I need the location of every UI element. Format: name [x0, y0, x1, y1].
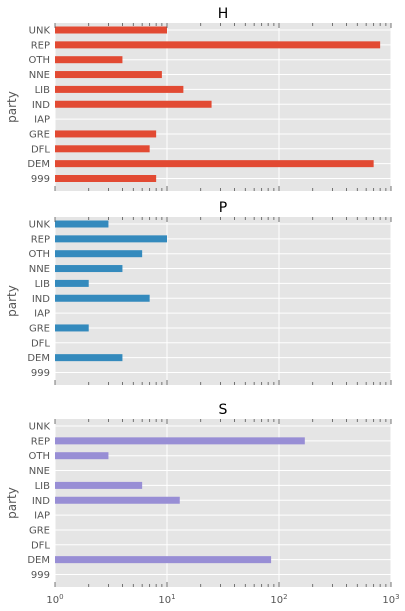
category-label: LIB	[35, 481, 51, 492]
category-label: DFL	[31, 144, 50, 155]
category-label: OTH	[29, 55, 51, 66]
category-label: DEM	[27, 159, 50, 170]
category-label: GRE	[29, 525, 50, 536]
bar-gre	[55, 324, 89, 332]
bar-dem	[55, 354, 123, 362]
bar-gre	[55, 130, 157, 138]
category-label: OTH	[29, 451, 51, 462]
panel-title: H	[218, 6, 229, 22]
category-label: NNE	[29, 70, 50, 81]
category-label: GRE	[29, 129, 50, 140]
bar-ind	[55, 294, 150, 302]
y-axis-title: party	[5, 285, 19, 317]
bar-lib	[55, 481, 143, 489]
category-label: DEM	[27, 555, 50, 566]
category-label: DEM	[27, 353, 50, 364]
category-label: IAP	[34, 511, 50, 522]
bar-oth	[55, 452, 109, 460]
category-label: NNE	[29, 264, 50, 275]
bar-dem	[55, 556, 272, 564]
category-label: DFL	[31, 338, 50, 349]
y-axis-title: party	[5, 91, 19, 123]
category-label: UNK	[29, 220, 51, 231]
category-label: IND	[32, 294, 50, 305]
category-label: IAP	[34, 309, 50, 320]
category-label: REP	[31, 40, 50, 51]
x-tick-label: 103	[382, 593, 399, 606]
category-label: UNK	[29, 26, 51, 37]
bar-lib	[55, 85, 184, 93]
bar-999	[55, 175, 157, 182]
category-label: UNK	[29, 422, 51, 433]
bar-dem	[55, 160, 374, 168]
category-label: LIB	[35, 279, 51, 290]
bar-unk	[55, 220, 109, 228]
bar-nne	[55, 265, 123, 273]
bar-rep	[55, 437, 305, 445]
y-axis-title: party	[5, 487, 19, 519]
bar-ind	[55, 100, 212, 108]
category-label: NNE	[29, 466, 50, 477]
category-label: IND	[32, 100, 50, 111]
bar-ind	[55, 496, 180, 504]
bar-dfl	[55, 145, 150, 153]
category-label: OTH	[29, 249, 51, 260]
category-label: 999	[31, 570, 50, 581]
bar-rep	[55, 41, 381, 49]
bar-lib	[55, 279, 89, 287]
x-tick-label: 101	[158, 593, 175, 606]
bar-unk	[55, 26, 167, 34]
category-label: LIB	[35, 85, 51, 96]
x-tick-label: 100	[46, 593, 63, 606]
bar-nne	[55, 71, 162, 79]
category-label: DFL	[31, 540, 50, 551]
x-tick-label: 102	[270, 593, 287, 606]
category-label: IAP	[34, 115, 50, 126]
category-label: REP	[31, 234, 50, 245]
bar-rep	[55, 235, 167, 243]
panel-title: P	[219, 200, 227, 216]
bar-oth	[55, 56, 123, 64]
category-label: IND	[32, 496, 50, 507]
category-label: REP	[31, 436, 50, 447]
panel-title: S	[219, 402, 228, 418]
category-label: 999	[31, 174, 50, 185]
bar-oth	[55, 250, 143, 258]
category-label: GRE	[29, 323, 50, 334]
category-label: 999	[31, 368, 50, 379]
